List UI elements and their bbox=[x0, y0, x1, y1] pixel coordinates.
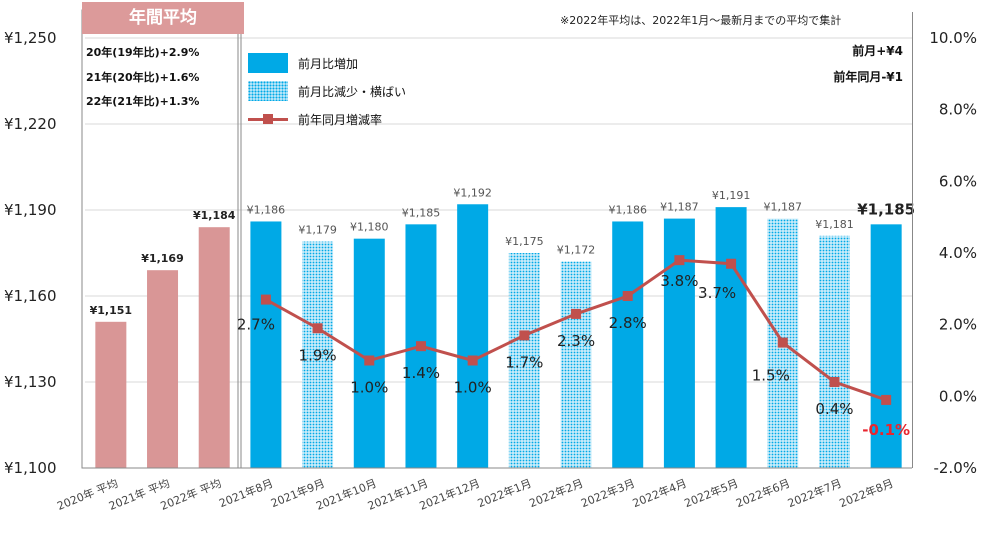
bar-value-label: ¥1,169 bbox=[141, 252, 183, 265]
bar-value-label: ¥1,186 bbox=[247, 203, 286, 216]
yoy-marker bbox=[726, 258, 737, 269]
legend-yoy-label: 前年同月増減率 bbox=[298, 112, 383, 127]
yoy-label: 1.4% bbox=[402, 364, 440, 382]
bar-value-label: ¥1,180 bbox=[350, 221, 389, 234]
yoy-marker bbox=[622, 291, 633, 301]
bar bbox=[818, 235, 850, 468]
x-tick-label: 2022年6月 bbox=[734, 476, 792, 510]
bar-value-label: ¥1,151 bbox=[90, 304, 132, 317]
bar bbox=[560, 261, 592, 468]
x-tick-label: 2022年8月 bbox=[837, 476, 895, 510]
y2-tick-label: 2.0% bbox=[939, 316, 977, 334]
legend-yoy: 前年同月増減率 bbox=[248, 108, 382, 130]
annual-change-2022: 22年(21年比)+1.3% bbox=[86, 95, 200, 108]
bar bbox=[870, 224, 902, 468]
legend-yoy-swatch bbox=[248, 109, 288, 129]
yoy-marker bbox=[674, 255, 685, 266]
yoy-label: -0.1% bbox=[862, 421, 910, 439]
legend-decrease-swatch bbox=[248, 81, 288, 101]
yoy-label: 2.7% bbox=[237, 316, 275, 334]
yoy-label: 1.5% bbox=[752, 367, 790, 385]
bar bbox=[302, 241, 334, 468]
bar bbox=[612, 221, 644, 468]
yoy-label: 3.7% bbox=[698, 284, 736, 302]
bar bbox=[147, 270, 179, 468]
bar-value-label: ¥1,186 bbox=[608, 203, 647, 216]
yoy-label: 2.3% bbox=[557, 332, 595, 350]
yoy-label: 3.8% bbox=[660, 272, 698, 290]
y-tick-label: ¥1,160 bbox=[4, 287, 57, 305]
yoy-label: 1.7% bbox=[505, 353, 543, 371]
year-over-year-change: 前年同月-¥1 bbox=[833, 70, 903, 84]
yoy-label: 1.0% bbox=[454, 379, 492, 397]
y2-tick-label: 4.0% bbox=[939, 244, 977, 262]
yoy-marker bbox=[519, 330, 530, 341]
yoy-marker bbox=[571, 308, 582, 319]
y-tick-label: ¥1,100 bbox=[4, 459, 57, 477]
y-tick-label: ¥1,130 bbox=[4, 373, 57, 391]
y-tick-label: ¥1,220 bbox=[4, 115, 57, 133]
y2-tick-label: 10.0% bbox=[929, 29, 977, 47]
yoy-marker bbox=[415, 341, 426, 352]
bar-value-label: ¥1,191 bbox=[712, 189, 751, 202]
yoy-marker bbox=[364, 355, 375, 366]
yoy-label: 2.8% bbox=[609, 314, 647, 332]
y2-tick-label: 6.0% bbox=[939, 172, 977, 190]
bar-value-label: ¥1,185 bbox=[857, 200, 915, 218]
month-over-month-change: 前月+¥4 bbox=[852, 44, 903, 58]
annual-average-badge: 年間平均 bbox=[82, 2, 244, 34]
x-tick-label: 2022年4月 bbox=[630, 476, 688, 510]
bar-value-label: ¥1,184 bbox=[193, 209, 236, 222]
x-tick-label: 2022年1月 bbox=[475, 476, 533, 510]
annual-change-2020: 20年(19年比)+2.9% bbox=[86, 46, 200, 59]
yoy-label: 1.9% bbox=[299, 346, 337, 364]
yoy-marker bbox=[881, 394, 892, 405]
annual-change-2021: 21年(20年比)+1.6% bbox=[86, 71, 200, 84]
y2-tick-label: 0.0% bbox=[939, 387, 977, 405]
legend-decrease-label: 前月比減少・横ばい bbox=[298, 84, 407, 99]
legend-increase-swatch bbox=[248, 53, 288, 73]
bar bbox=[250, 221, 282, 468]
legend-decrease: 前月比減少・横ばい bbox=[248, 80, 406, 102]
bar-value-label: ¥1,181 bbox=[815, 218, 854, 231]
yoy-marker bbox=[467, 355, 478, 366]
x-tick-label: 2022年2月 bbox=[527, 476, 585, 510]
x-tick-label: 2022年3月 bbox=[579, 476, 637, 510]
yoy-marker bbox=[829, 377, 840, 387]
bar-value-label: ¥1,175 bbox=[505, 235, 544, 248]
legend-increase-label: 前月比増加 bbox=[298, 56, 359, 71]
bar-value-label: ¥1,179 bbox=[298, 224, 337, 237]
yoy-marker bbox=[312, 323, 323, 334]
yoy-label: 0.4% bbox=[815, 400, 853, 418]
bar-value-label: ¥1,192 bbox=[453, 186, 492, 199]
bar bbox=[457, 204, 489, 468]
y2-tick-label: -2.0% bbox=[933, 459, 977, 477]
yoy-marker bbox=[260, 294, 271, 305]
x-tick-label: 2022年5月 bbox=[682, 476, 740, 510]
bar bbox=[95, 321, 127, 468]
y2-tick-label: 8.0% bbox=[939, 101, 977, 119]
bar bbox=[508, 253, 540, 468]
bar bbox=[715, 207, 747, 468]
x-tick-label: 2022年7月 bbox=[785, 476, 843, 510]
bar-value-label: ¥1,185 bbox=[402, 206, 441, 219]
y-tick-label: ¥1,190 bbox=[4, 201, 57, 219]
x-tick-label: 2021年8月 bbox=[217, 476, 275, 510]
legend-increase: 前月比増加 bbox=[248, 52, 358, 74]
y-tick-label: ¥1,250 bbox=[4, 29, 57, 47]
bar-value-label: ¥1,172 bbox=[557, 244, 596, 257]
bar-value-label: ¥1,187 bbox=[660, 201, 699, 214]
bar bbox=[198, 227, 230, 468]
footnote: ※2022年平均は、2022年1月～最新月までの平均で集計 bbox=[560, 14, 842, 27]
yoy-marker bbox=[777, 337, 788, 348]
bar-value-label: ¥1,187 bbox=[764, 201, 803, 214]
yoy-label: 1.0% bbox=[350, 379, 388, 397]
